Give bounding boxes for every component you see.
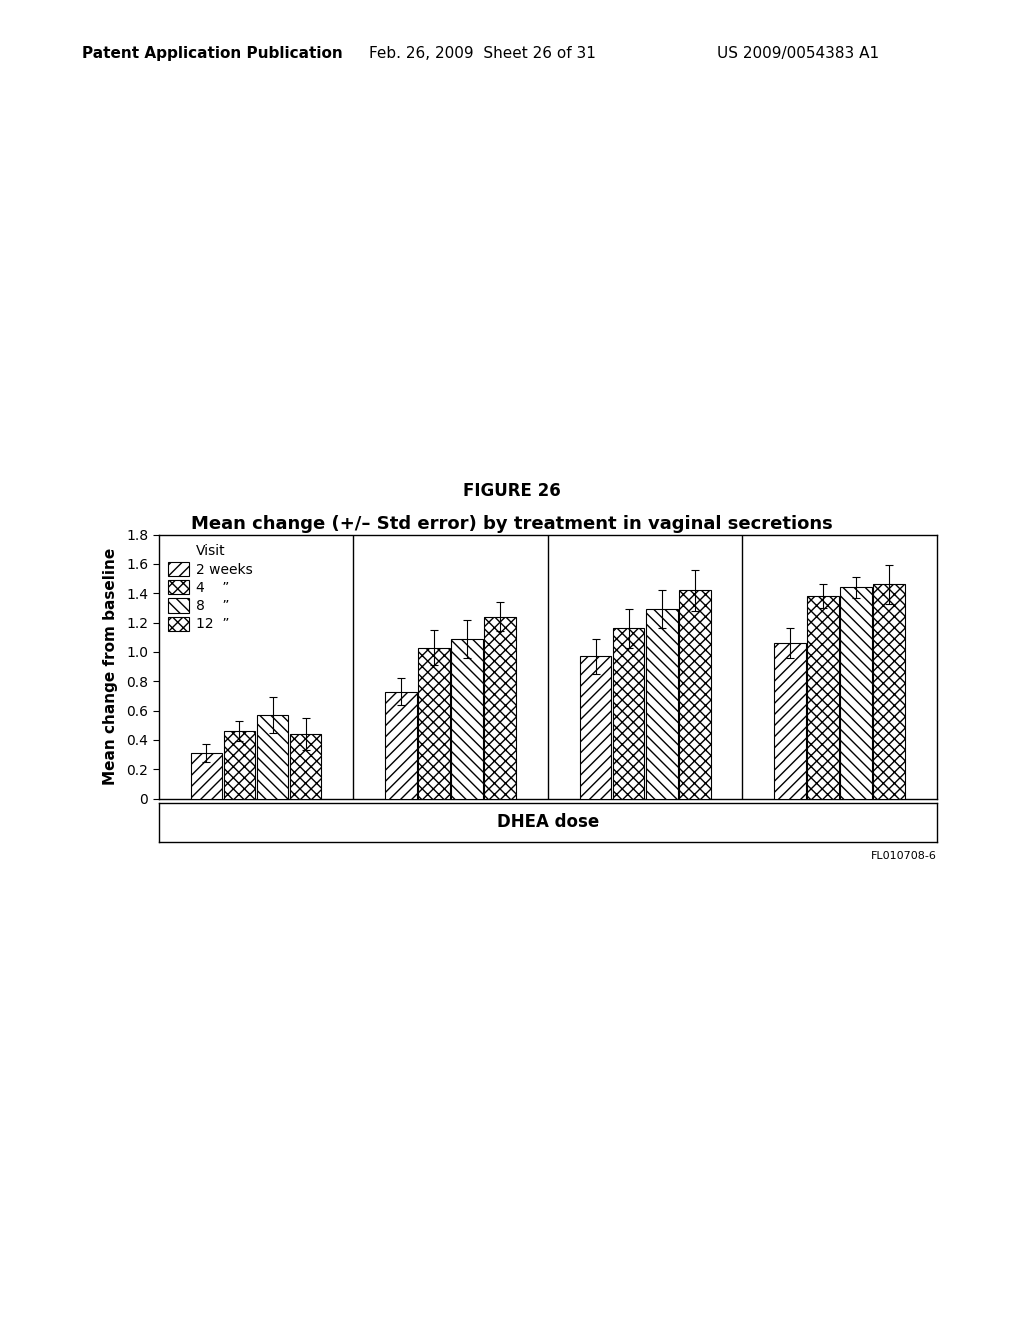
Bar bbox=[841, 587, 872, 799]
Bar bbox=[580, 656, 611, 799]
Bar bbox=[452, 639, 483, 799]
Bar bbox=[774, 643, 806, 799]
Bar bbox=[679, 590, 711, 799]
Bar bbox=[257, 715, 289, 799]
Text: DHEA dose: DHEA dose bbox=[497, 813, 599, 832]
Bar bbox=[807, 597, 839, 799]
Text: US 2009/0054383 A1: US 2009/0054383 A1 bbox=[717, 46, 879, 61]
Bar bbox=[385, 692, 417, 799]
Text: Patent Application Publication: Patent Application Publication bbox=[82, 46, 343, 61]
Bar bbox=[873, 585, 905, 799]
Bar bbox=[418, 648, 450, 799]
Bar bbox=[223, 731, 255, 799]
Bar bbox=[484, 616, 516, 799]
Y-axis label: Mean change from baseline: Mean change from baseline bbox=[102, 548, 118, 785]
Legend: 2 weeks, 4    ”, 8    ”, 12  ”: 2 weeks, 4 ”, 8 ”, 12 ” bbox=[163, 539, 258, 638]
Text: FIGURE 26: FIGURE 26 bbox=[463, 482, 561, 500]
Bar bbox=[290, 734, 322, 799]
Bar bbox=[190, 754, 222, 799]
Bar bbox=[646, 610, 678, 799]
Text: Feb. 26, 2009  Sheet 26 of 31: Feb. 26, 2009 Sheet 26 of 31 bbox=[369, 46, 596, 61]
Text: Mean change (+/– Std error) by treatment in vaginal secretions: Mean change (+/– Std error) by treatment… bbox=[191, 515, 833, 533]
Bar bbox=[612, 628, 644, 799]
Text: FL010708-6: FL010708-6 bbox=[871, 851, 937, 862]
